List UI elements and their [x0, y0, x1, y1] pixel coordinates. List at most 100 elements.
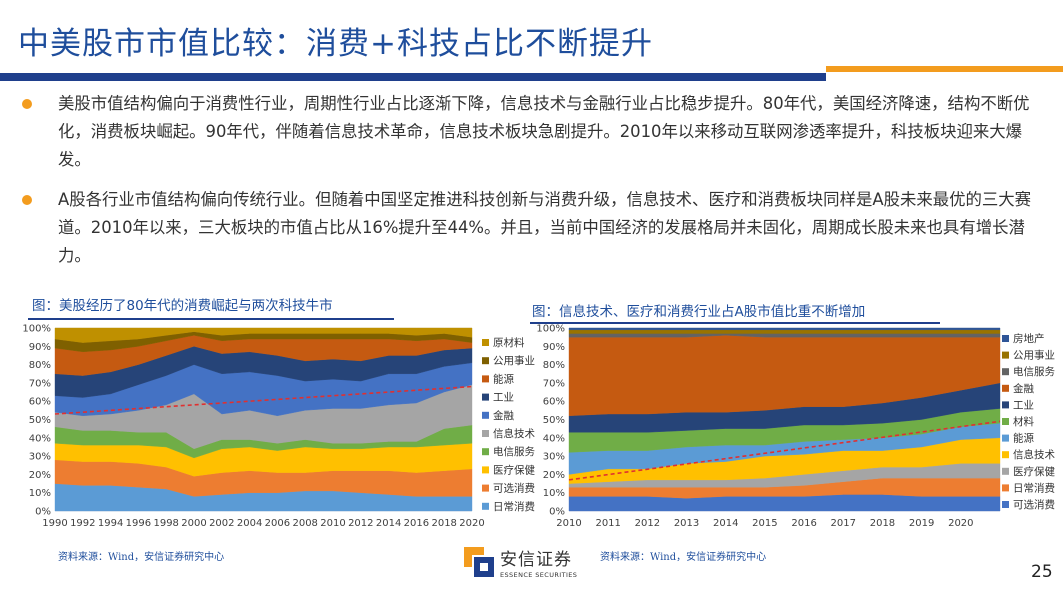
legend-label-公用事业: 公用事业: [1013, 349, 1055, 362]
x-tick-label: 1994: [98, 518, 123, 529]
legend-swatch-金融: [482, 411, 489, 419]
legend-label-工业: 工业: [493, 392, 514, 404]
legend-swatch-工业: [1002, 401, 1009, 409]
y-tick-label: 90%: [29, 342, 51, 353]
y-tick-label: 60%: [543, 397, 565, 408]
legend-swatch-房地产: [1002, 335, 1009, 342]
legend-swatch-医疗保健: [482, 466, 489, 474]
y-tick-label: 50%: [543, 415, 565, 426]
legend-label-原材料: 原材料: [493, 336, 525, 349]
area-series-电信服务: [568, 333, 1001, 338]
y-tick-label: 30%: [29, 452, 51, 463]
x-tick-label: 2017: [831, 518, 856, 529]
legend-label-房地产: 房地产: [1013, 332, 1045, 345]
legend-label-能源: 能源: [493, 372, 514, 385]
x-tick-label: 2012: [635, 518, 660, 529]
legend-swatch-原材料: [482, 339, 489, 346]
x-tick-label: 1998: [153, 518, 178, 529]
x-tick-label: 1996: [126, 518, 151, 529]
legend-swatch-信息技术: [1002, 451, 1009, 459]
area-series-公用事业: [568, 329, 1001, 334]
y-tick-label: 60%: [29, 397, 51, 408]
bullet-2-text: A股各行业市值结构偏向传统行业。但随着中国坚定推进科技创新与消费升级，信息技术、…: [58, 190, 1032, 265]
x-tick-label: 2016: [791, 518, 816, 529]
legend-swatch-日常消费: [482, 502, 489, 510]
x-tick-label: 2014: [713, 518, 738, 529]
legend-swatch-金融: [1002, 384, 1009, 392]
legend-label-日常消费: 日常消费: [1013, 481, 1055, 494]
legend-swatch-公用事业: [482, 357, 489, 365]
y-tick-label: 100%: [22, 324, 51, 335]
area-series-房地产: [568, 327, 1001, 330]
x-tick-label: 2013: [674, 518, 699, 529]
legend-swatch-公用事业: [1002, 351, 1009, 359]
legend-label-公用事业: 公用事业: [493, 354, 535, 367]
bullet-1-text: 美股市值结构偏向于消费性行业，周期性行业占比逐渐下降，信息技术与金融行业占比稳步…: [58, 94, 1030, 169]
legend-swatch-信息技术: [482, 430, 489, 437]
y-tick-label: 50%: [29, 415, 51, 426]
y-tick-label: 70%: [543, 378, 565, 389]
x-tick-label: 2014: [376, 518, 401, 529]
legend-swatch-材料: [1002, 418, 1009, 425]
logo-text-cn: 安信证券: [500, 550, 572, 570]
title-underline-blue: [0, 73, 826, 81]
y-tick-label: 30%: [543, 452, 565, 463]
legend-label-日常消费: 日常消费: [493, 500, 535, 513]
chart-left: 0%10%20%30%40%50%60%70%80%90%100%1990 199…: [22, 324, 535, 530]
legend-label-信息技术: 信息技术: [1013, 448, 1055, 461]
legend-swatch-可选消费: [482, 484, 489, 492]
area-series-原材料: [54, 327, 473, 343]
x-tick-label: 2004: [237, 518, 262, 529]
source-right: 资料来源：Wind，安信证券研究中心: [600, 552, 767, 563]
legend-label-电信服务: 电信服务: [493, 445, 535, 458]
chart-right: 0% 10% 20% 30% 40% 50% 60% 70% 80% 90% 100% 2010 201…: [536, 324, 1055, 530]
y-tick-label: 10%: [29, 488, 51, 499]
legend-swatch-工业: [482, 393, 489, 401]
chart-left-caption: 图：美股经历了80年代的消费崛起与两次科技牛市: [32, 298, 333, 314]
x-tick-label: 2018: [431, 518, 456, 529]
y-tick-label: 100%: [536, 324, 565, 335]
legend-swatch-医疗保健: [1002, 467, 1009, 475]
x-tick-label: 2006: [265, 518, 290, 529]
x-tick-label: 2010: [320, 518, 345, 529]
area-series-可选消费: [568, 494, 1001, 512]
x-tick-label: 2008: [292, 518, 317, 529]
y-tick-label: 10%: [543, 488, 565, 499]
legend-label-能源: 能源: [1013, 432, 1035, 445]
x-tick-label: 1992: [70, 518, 95, 529]
x-tick-label: 2018: [870, 518, 895, 529]
legend-swatch-电信服务: [482, 448, 489, 456]
y-tick-label: 80%: [29, 360, 51, 371]
bullet-1: 美股市值结构偏向于消费性行业，周期性行业占比逐渐下降，信息技术与金融行业占比稳步…: [22, 90, 1052, 174]
logo-text-en: ESSENCE SECURITIES: [500, 571, 578, 579]
chart-right-caption-underline: [530, 322, 940, 324]
company-logo: 安信证券 ESSENCE SECURITIES: [462, 541, 597, 587]
legend-label-金融: 金融: [493, 409, 514, 422]
bullet-dot-icon: [22, 99, 32, 109]
y-tick-label: 20%: [29, 470, 51, 481]
legend-swatch-日常消费: [1002, 484, 1009, 492]
legend-label-金融: 金融: [1013, 382, 1035, 395]
legend-label-可选消费: 可选消费: [1013, 498, 1055, 511]
x-tick-label: 2020: [459, 518, 484, 529]
legend-label-医疗保健: 医疗保健: [1013, 465, 1055, 478]
y-tick-label: 40%: [29, 433, 51, 444]
y-tick-label: 0%: [35, 507, 51, 518]
legend-label-工业: 工业: [1013, 399, 1034, 411]
legend-swatch-能源: [1002, 434, 1009, 442]
x-tick-label: 2000: [181, 518, 206, 529]
y-tick-label: 90%: [543, 342, 565, 353]
chart-right-caption: 图：信息技术、医疗和消费行业占A股市值比重不断增加: [532, 304, 866, 320]
x-tick-label: 1990: [42, 518, 67, 529]
legend-label-医疗保健: 医疗保健: [493, 463, 535, 476]
legend-swatch-能源: [482, 375, 489, 383]
legend-label-可选消费: 可选消费: [493, 482, 535, 495]
x-tick-label: 2011: [595, 518, 620, 529]
y-tick-label: 0%: [549, 507, 565, 518]
x-tick-label: 2002: [209, 518, 234, 529]
x-tick-label: 2010: [556, 518, 581, 529]
y-tick-label: 20%: [543, 470, 565, 481]
legend-label-电信服务: 电信服务: [1013, 365, 1055, 378]
source-left: 资料来源：Wind，安信证券研究中心: [58, 552, 225, 563]
x-tick-label: 2019: [909, 518, 934, 529]
